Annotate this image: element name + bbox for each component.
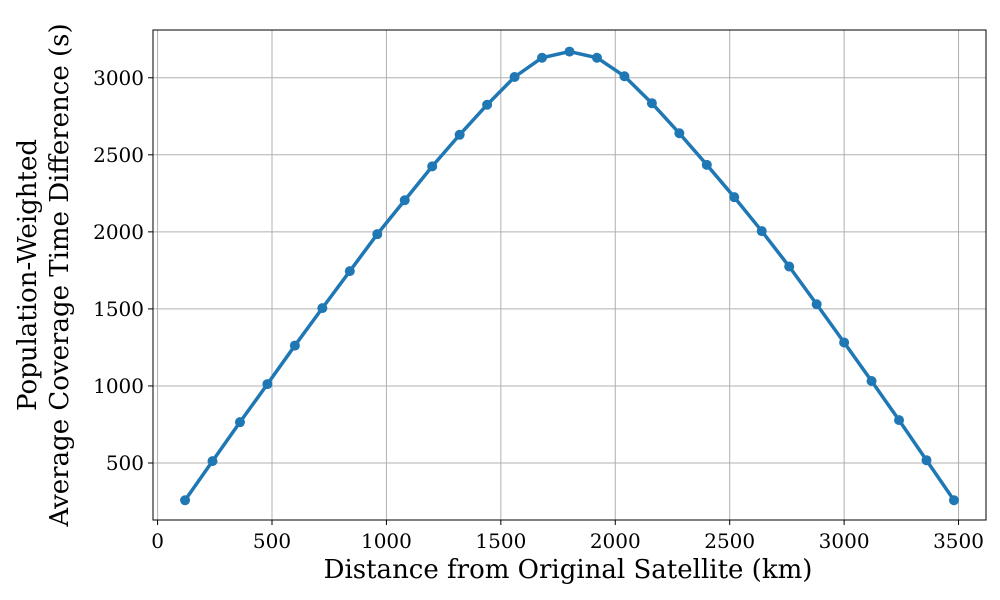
x-tick-label: 3000 <box>819 529 870 553</box>
data-point <box>509 71 520 82</box>
x-tick-label: 500 <box>253 529 291 553</box>
data-point <box>674 128 685 139</box>
data-point <box>180 495 191 506</box>
data-point <box>564 46 575 57</box>
data-point <box>234 417 245 428</box>
y-tick-label: 500 <box>106 451 144 475</box>
data-point <box>866 376 877 387</box>
x-tick-label: 3500 <box>933 529 984 553</box>
data-point <box>619 71 630 82</box>
data-point <box>344 266 355 277</box>
data-point <box>454 129 465 140</box>
data-point <box>207 456 218 467</box>
data-point <box>591 52 602 63</box>
data-point <box>372 229 383 240</box>
data-point <box>811 299 822 310</box>
data-point <box>784 261 795 272</box>
y-tick-label: 2500 <box>93 143 144 167</box>
y-axis-label-line1: Population-Weighted <box>13 139 43 411</box>
data-point <box>894 415 905 426</box>
data-point <box>948 495 959 506</box>
grid-lines <box>153 30 986 520</box>
data-point <box>921 455 932 466</box>
data-point <box>317 303 328 314</box>
series-line <box>183 49 956 502</box>
data-point <box>399 195 410 206</box>
x-tick-label: 2500 <box>704 529 755 553</box>
data-point <box>262 379 273 390</box>
data-point <box>756 226 767 237</box>
data-point <box>839 337 850 348</box>
data-point <box>289 340 300 351</box>
y-tick-label: 3000 <box>93 66 144 90</box>
y-axis-label-line2: Average Coverage Time Difference (s) <box>45 23 75 527</box>
data-point <box>729 192 740 203</box>
y-tick-label: 2000 <box>93 220 144 244</box>
data-point <box>427 161 438 172</box>
plot-frame <box>152 29 987 521</box>
x-tick-label: 1000 <box>361 529 412 553</box>
data-point <box>701 159 712 170</box>
y-tick-label: 1000 <box>93 374 144 398</box>
data-point <box>482 99 493 110</box>
data-point <box>537 52 548 63</box>
x-tick-label: 1500 <box>475 529 526 553</box>
x-axis-label: Distance from Original Satellite (km) <box>324 555 813 585</box>
axis-ticks: 0 500 1000 1500 2000 2500 3000 3500 500 1000 1500 2… <box>93 66 984 553</box>
y-tick-label: 1500 <box>93 297 144 321</box>
x-tick-label: 0 <box>151 529 164 553</box>
data-point <box>646 98 657 109</box>
x-tick-label: 2000 <box>590 529 641 553</box>
series-layer <box>180 46 959 506</box>
